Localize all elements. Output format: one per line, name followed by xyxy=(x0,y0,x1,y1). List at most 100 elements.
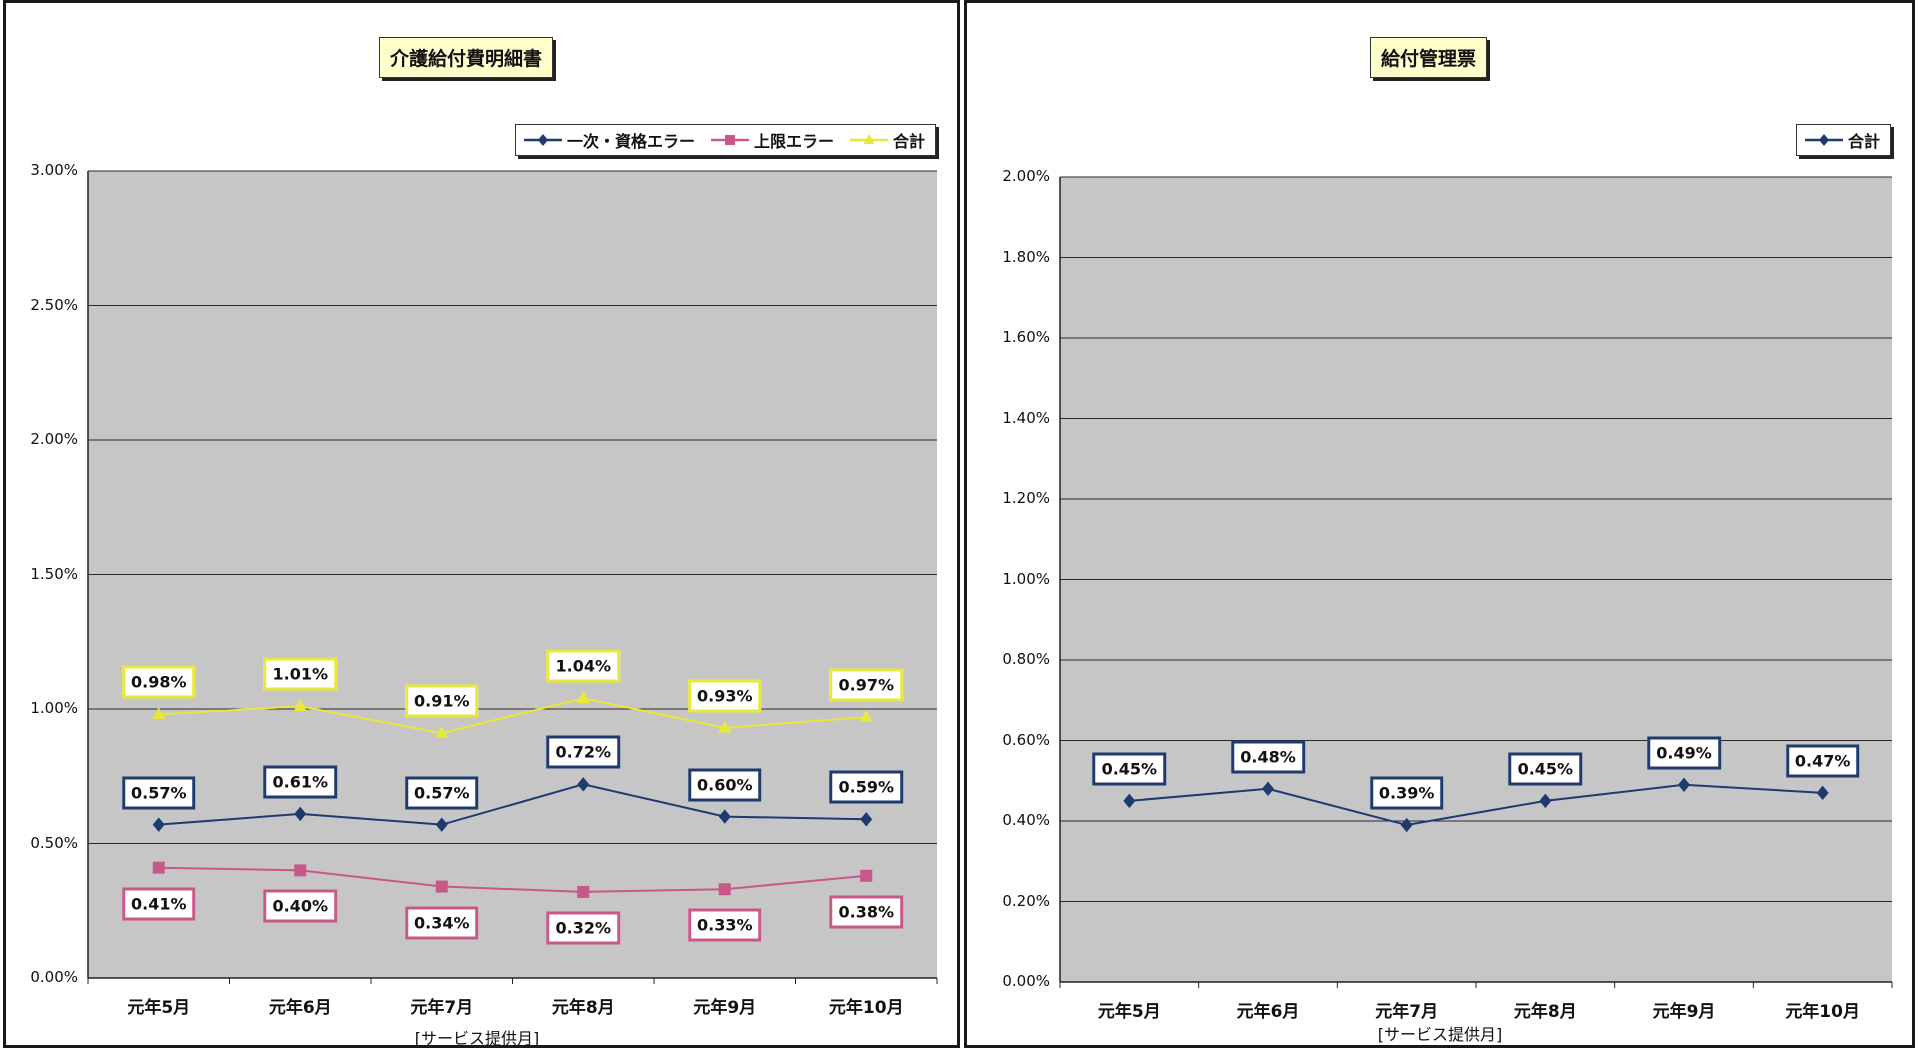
data-label: 0.38% xyxy=(829,895,904,929)
data-point xyxy=(152,817,165,832)
data-point xyxy=(294,806,307,822)
data-label: 0.59% xyxy=(829,770,904,804)
legend-label: 上限エラー xyxy=(753,132,834,151)
data-label: 0.98% xyxy=(121,665,196,699)
y-tick-label: 0.40% xyxy=(1002,811,1050,829)
data-point xyxy=(577,885,590,898)
x-tick-label: 元年6月 xyxy=(1236,1002,1300,1022)
y-tick-label: 0.80% xyxy=(1002,650,1050,668)
chart-title: 介護給付費明細書 xyxy=(379,37,554,78)
x-tick-label: 元年9月 xyxy=(1652,1002,1716,1022)
data-point xyxy=(435,880,448,893)
legend-item: 上限エラー xyxy=(709,128,834,152)
data-point xyxy=(860,869,873,882)
y-tick-label: 2.00% xyxy=(1002,167,1050,185)
x-tick-label: 元年5月 xyxy=(127,998,191,1018)
data-point xyxy=(860,812,873,827)
y-tick-label: 3.00% xyxy=(30,161,78,179)
data-point xyxy=(435,726,449,739)
legend-label: 一次・資格エラー xyxy=(566,132,695,151)
data-label: 0.93% xyxy=(687,679,762,713)
chart-panel-benefit-management: 給付管理票 合計 [サービス提供月] 0.00% 0.20% 0.40% 0.60% 0… xyxy=(964,0,1915,1048)
x-tick-label: 元年8月 xyxy=(551,998,615,1018)
y-tick-label: 2.00% xyxy=(30,430,78,448)
data-label: 0.34% xyxy=(404,906,479,940)
series-line xyxy=(1129,783,1823,827)
data-label: 0.57% xyxy=(404,776,479,810)
data-label: 0.32% xyxy=(546,911,621,945)
legend-label: 合計 xyxy=(892,132,925,151)
series-line xyxy=(158,783,867,826)
data-point xyxy=(576,691,590,704)
data-label: 0.97% xyxy=(829,668,904,702)
data-label: 0.33% xyxy=(687,908,762,942)
y-tick-label: 1.00% xyxy=(1002,569,1050,588)
legend-marker xyxy=(863,134,875,144)
y-tick-label: 1.00% xyxy=(30,699,78,717)
y-tick-label: 0.00% xyxy=(1002,972,1050,990)
data-point xyxy=(1678,777,1690,792)
x-tick-label: 元年6月 xyxy=(268,998,332,1018)
data-point xyxy=(1123,793,1136,809)
x-tick-label: 元年9月 xyxy=(693,998,757,1018)
legend-marker xyxy=(1818,134,1829,146)
chart-legend: 合計 xyxy=(1795,124,1891,156)
x-tick-label: 元年8月 xyxy=(1513,1002,1577,1022)
data-point xyxy=(1539,793,1552,809)
y-tick-label: 1.40% xyxy=(1002,408,1050,427)
legend-swatch xyxy=(1804,134,1843,146)
legend-item: 合計 xyxy=(848,128,925,152)
data-label: 0.61% xyxy=(263,765,338,799)
legend-swatch xyxy=(710,135,749,145)
data-point xyxy=(1816,785,1829,801)
x-axis-title: [サービス提供月] xyxy=(414,1029,540,1048)
y-tick-label: 0.50% xyxy=(30,833,78,852)
chart-plot-svg xyxy=(87,170,938,984)
data-point xyxy=(577,777,590,792)
legend-marker xyxy=(537,134,548,146)
x-tick-label: 元年10月 xyxy=(828,998,904,1018)
x-tick-label: 元年5月 xyxy=(1097,1002,1161,1022)
series-line xyxy=(158,866,867,893)
data-label: 0.60% xyxy=(687,768,762,802)
x-tick-label: 元年10月 xyxy=(1785,1002,1860,1022)
data-label: 0.57% xyxy=(121,776,196,810)
data-label: 0.41% xyxy=(121,887,196,921)
data-label: 0.72% xyxy=(546,735,621,769)
series-line xyxy=(158,697,867,735)
data-point xyxy=(1262,781,1274,796)
chart-legend: 一次・資格エラー 上限エラー 合計 xyxy=(514,124,936,156)
data-point xyxy=(152,707,166,720)
data-point xyxy=(294,864,307,877)
data-label: 1.01% xyxy=(263,657,338,691)
data-label: 0.40% xyxy=(263,889,338,923)
legend-swatch xyxy=(523,134,562,146)
legend-item: 合計 xyxy=(1803,128,1880,152)
chart-title: 給付管理票 xyxy=(1370,37,1488,78)
data-point xyxy=(1400,817,1413,833)
data-label: 0.47% xyxy=(1785,744,1860,778)
x-tick-label: 元年7月 xyxy=(410,998,474,1018)
data-point xyxy=(718,720,732,733)
y-tick-label: 1.50% xyxy=(30,564,78,583)
data-label: 0.39% xyxy=(1369,776,1444,810)
x-axis-title: [サービス提供月] xyxy=(1377,1025,1503,1044)
y-tick-label: 0.60% xyxy=(1002,730,1050,749)
data-label: 0.49% xyxy=(1647,736,1721,770)
legend-label: 合計 xyxy=(1847,132,1880,151)
legend-swatch xyxy=(849,134,888,144)
data-label: 1.04% xyxy=(546,649,621,683)
data-point xyxy=(152,861,165,874)
y-tick-label: 1.60% xyxy=(1002,328,1050,346)
data-point xyxy=(293,699,307,712)
data-label: 0.45% xyxy=(1092,752,1167,786)
data-point xyxy=(718,809,731,824)
y-tick-label: 2.50% xyxy=(30,295,78,314)
data-point xyxy=(718,883,731,896)
y-tick-label: 0.20% xyxy=(1002,891,1050,910)
chart-plot-svg xyxy=(1059,176,1893,988)
legend-marker xyxy=(724,135,735,145)
data-label: 0.91% xyxy=(404,684,479,718)
y-tick-label: 0.00% xyxy=(30,968,78,986)
legend-item: 一次・資格エラー xyxy=(522,128,695,152)
